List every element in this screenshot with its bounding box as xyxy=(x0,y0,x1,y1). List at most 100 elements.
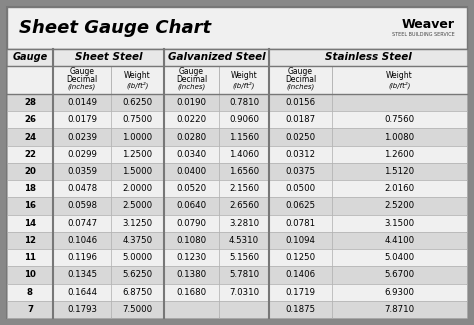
Bar xyxy=(332,146,467,163)
Bar xyxy=(53,214,111,232)
Text: 0.7560: 0.7560 xyxy=(384,115,415,124)
Text: 0.0400: 0.0400 xyxy=(176,167,207,176)
Bar xyxy=(269,94,332,111)
Text: 10: 10 xyxy=(24,270,36,280)
Text: Stainless Steel: Stainless Steel xyxy=(325,53,411,62)
Bar xyxy=(332,266,467,283)
Text: 0.0478: 0.0478 xyxy=(67,184,97,193)
Bar xyxy=(219,111,269,128)
Bar xyxy=(332,94,467,111)
Text: 3.1500: 3.1500 xyxy=(384,219,415,228)
Text: 0.0375: 0.0375 xyxy=(285,167,316,176)
Text: Galvanized Steel: Galvanized Steel xyxy=(168,53,265,62)
Text: (inches): (inches) xyxy=(68,84,96,90)
Bar xyxy=(269,128,332,146)
Text: Gauge: Gauge xyxy=(179,68,204,76)
Text: 7.8710: 7.8710 xyxy=(384,305,415,314)
Bar xyxy=(219,146,269,163)
Text: (inches): (inches) xyxy=(177,84,206,90)
Bar xyxy=(332,214,467,232)
Bar xyxy=(269,66,332,94)
Bar xyxy=(7,49,53,66)
Text: 2.1560: 2.1560 xyxy=(229,184,259,193)
Bar xyxy=(111,94,164,111)
Text: Sheet Gauge Chart: Sheet Gauge Chart xyxy=(19,19,211,37)
Text: 0.1046: 0.1046 xyxy=(67,236,97,245)
Text: 0.0312: 0.0312 xyxy=(285,150,316,159)
Bar xyxy=(269,180,332,197)
Bar xyxy=(332,66,467,94)
Bar xyxy=(7,180,53,197)
Text: 1.0000: 1.0000 xyxy=(122,133,153,142)
Bar xyxy=(269,249,332,266)
Text: 0.0250: 0.0250 xyxy=(285,133,316,142)
Bar xyxy=(219,66,269,94)
Bar xyxy=(332,180,467,197)
Text: (lb/ft²): (lb/ft²) xyxy=(388,81,410,89)
Text: 1.4060: 1.4060 xyxy=(229,150,259,159)
Text: 0.0640: 0.0640 xyxy=(176,202,207,211)
Bar xyxy=(7,283,53,301)
Text: 1.6560: 1.6560 xyxy=(229,167,259,176)
Bar xyxy=(332,232,467,249)
Text: 5.6700: 5.6700 xyxy=(384,270,415,280)
Bar xyxy=(111,197,164,215)
Bar xyxy=(53,301,111,318)
Bar xyxy=(7,94,53,111)
Text: 0.0179: 0.0179 xyxy=(67,115,97,124)
Text: 1.2600: 1.2600 xyxy=(384,150,415,159)
Text: 20: 20 xyxy=(24,167,36,176)
Bar xyxy=(269,111,332,128)
Bar xyxy=(164,180,219,197)
Bar xyxy=(219,301,269,318)
Bar xyxy=(164,249,219,266)
Text: 0.0190: 0.0190 xyxy=(176,98,207,107)
Text: 0.0187: 0.0187 xyxy=(285,115,316,124)
Bar xyxy=(111,301,164,318)
Text: 0.1875: 0.1875 xyxy=(285,305,316,314)
Bar xyxy=(53,111,111,128)
Text: 0.0625: 0.0625 xyxy=(285,202,316,211)
Text: 28: 28 xyxy=(24,98,36,107)
Bar xyxy=(332,301,467,318)
Bar xyxy=(332,163,467,180)
Bar xyxy=(7,128,53,146)
Text: 0.0299: 0.0299 xyxy=(67,150,97,159)
Text: 6.9300: 6.9300 xyxy=(384,288,414,297)
Text: 5.0400: 5.0400 xyxy=(384,253,415,262)
Text: 3.1250: 3.1250 xyxy=(122,219,153,228)
Text: 22: 22 xyxy=(24,150,36,159)
Bar xyxy=(219,249,269,266)
Bar xyxy=(111,283,164,301)
Text: 0.1680: 0.1680 xyxy=(176,288,207,297)
Bar xyxy=(219,232,269,249)
Text: 12: 12 xyxy=(24,236,36,245)
Text: 5.0000: 5.0000 xyxy=(122,253,153,262)
Bar xyxy=(164,94,219,111)
Text: 16: 16 xyxy=(24,202,36,211)
Text: 5.7810: 5.7810 xyxy=(229,270,259,280)
Text: 1.0080: 1.0080 xyxy=(384,133,415,142)
Bar xyxy=(53,283,111,301)
Text: Decimal: Decimal xyxy=(66,74,98,84)
Text: Gauge: Gauge xyxy=(288,68,313,76)
Bar xyxy=(53,197,111,215)
Text: 26: 26 xyxy=(24,115,36,124)
Text: 2.5200: 2.5200 xyxy=(384,202,415,211)
Bar xyxy=(7,197,53,215)
Text: (inches): (inches) xyxy=(286,84,315,90)
Bar xyxy=(53,180,111,197)
Text: Gauge: Gauge xyxy=(12,53,47,62)
Bar xyxy=(219,266,269,283)
Text: Weight: Weight xyxy=(231,72,257,81)
Text: 6.8750: 6.8750 xyxy=(122,288,153,297)
Text: 4.4100: 4.4100 xyxy=(384,236,415,245)
Text: 4.5310: 4.5310 xyxy=(229,236,259,245)
Bar xyxy=(111,146,164,163)
Text: 7: 7 xyxy=(27,305,33,314)
Text: 7.0310: 7.0310 xyxy=(229,288,259,297)
Text: 2.0160: 2.0160 xyxy=(384,184,415,193)
Bar xyxy=(7,232,53,249)
Text: 0.0280: 0.0280 xyxy=(176,133,207,142)
Bar xyxy=(332,197,467,215)
